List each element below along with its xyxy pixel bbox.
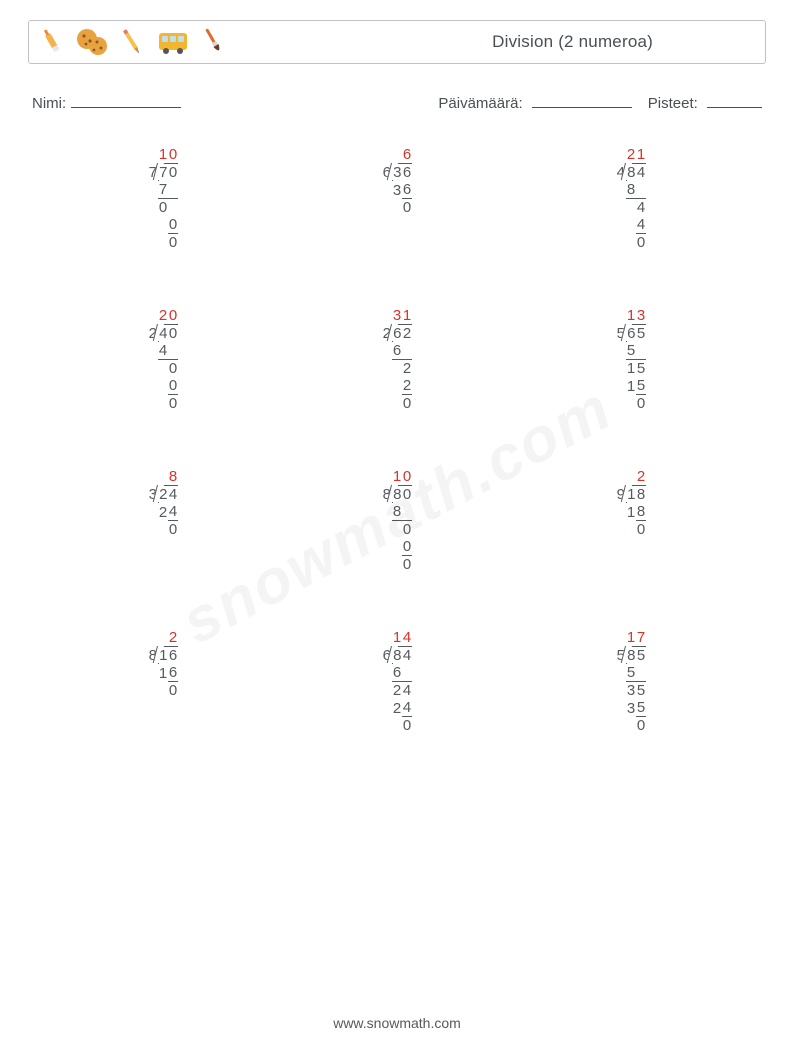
score-label: Pisteet: [648,95,698,112]
problem-8: 108808000 [280,468,514,573]
problem-11: 14684624240 [280,629,514,734]
problem-10: 2816160 [46,629,280,734]
marker-icon [37,25,67,59]
worksheet-title: Division (2 numeroa) [492,32,753,52]
problem-6: 13565515150 [514,307,748,412]
name-blank[interactable] [71,94,181,108]
problem-12: 17585535350 [514,629,748,734]
date-blank[interactable] [532,94,632,108]
bus-icon [155,25,191,59]
info-row: Nimi: Päivämäärä: Pisteet: [28,94,766,112]
problem-4: 202404000 [46,307,280,412]
problem-3: 214848440 [514,146,748,251]
score-blank[interactable] [707,94,762,108]
problems-grid: 1077070006636360214848440 202404000312626… [28,146,766,734]
header-icons [37,25,229,59]
date-label: Päivämäärä: [438,95,522,112]
brush-icon [199,25,229,59]
problem-1: 107707000 [46,146,280,251]
problem-9: 2918180 [514,468,748,573]
footer-url: www.snowmath.com [0,1015,794,1031]
problem-7: 8324240 [46,468,280,573]
pencil-icon [117,25,147,59]
cookie-icon [75,25,109,59]
worksheet-page: Division (2 numeroa) Nimi: Päivämäärä: P… [0,0,794,1053]
header-bar: Division (2 numeroa) [28,20,766,64]
problem-2: 6636360 [280,146,514,251]
name-label: Nimi: [32,95,66,112]
problem-5: 312626220 [280,307,514,412]
